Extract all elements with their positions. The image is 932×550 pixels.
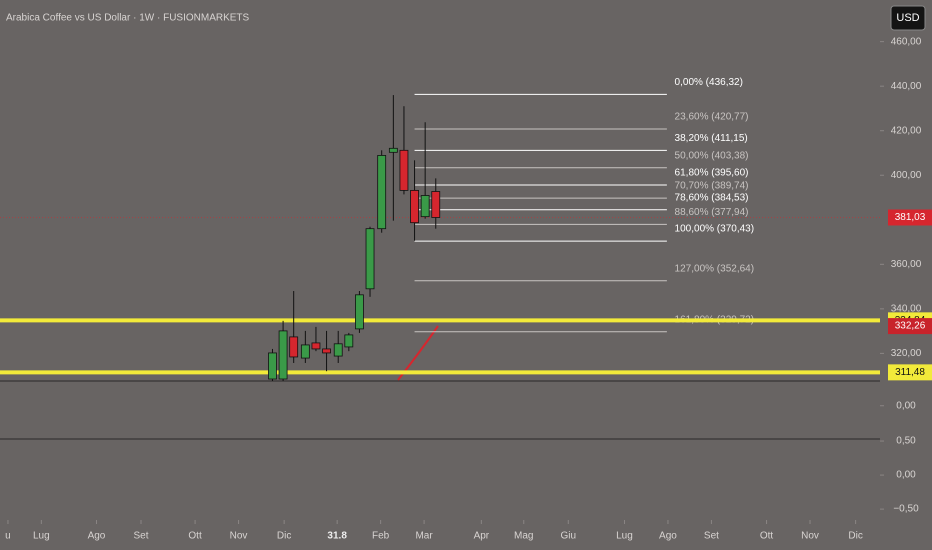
candle-body xyxy=(278,330,288,380)
candle-body xyxy=(377,155,387,230)
chart-title: Arabica Coffee vs US Dollar · 1W · FUSIO… xyxy=(6,13,250,24)
fib-label: 88,60% (377,94) xyxy=(675,207,749,218)
y-tick-label: −0,50 xyxy=(893,504,919,515)
x-tick-label: Ott xyxy=(188,531,202,542)
y-tick-label: 360,00 xyxy=(891,259,922,270)
y-tick-label: 0,50 xyxy=(896,436,916,447)
y-tick-label: 440,00 xyxy=(891,81,922,92)
x-tick-label: Nov xyxy=(230,531,248,542)
x-tick-label: Lug xyxy=(616,531,633,542)
fib-label: 38,20% (411,15) xyxy=(675,133,748,144)
x-tick-label: Ago xyxy=(88,531,106,542)
currency-button[interactable] xyxy=(890,5,926,31)
x-tick-label: Mar xyxy=(415,531,433,542)
price-label: 381,03 xyxy=(895,212,926,223)
price-label: 311,48 xyxy=(895,367,925,378)
x-tick-label: Feb xyxy=(372,531,390,542)
fib-label: 78,60% (384,53) xyxy=(675,192,749,203)
fib-label: 70,70% (389,74) xyxy=(675,181,749,192)
candle-body xyxy=(344,334,354,348)
fib-label: 61,80% (395,60) xyxy=(675,168,749,179)
candle-body xyxy=(268,352,277,380)
candle-body xyxy=(420,195,430,218)
y-tick-label: 320,00 xyxy=(891,348,922,359)
y-tick-label: 0,00 xyxy=(896,400,916,411)
fib-label: 23,60% (420,77) xyxy=(675,112,749,123)
candle-body xyxy=(410,189,419,224)
x-tick-label: Mag xyxy=(514,531,533,542)
x-tick-label: Apr xyxy=(474,531,490,542)
candle-body xyxy=(300,344,310,359)
candle-body xyxy=(399,149,409,191)
candle-body xyxy=(311,342,321,350)
x-tick-label: Nov xyxy=(801,531,819,542)
candle-body xyxy=(333,343,343,357)
fib-label: 50,00% (403,38) xyxy=(675,150,749,161)
candle-body xyxy=(388,147,398,153)
price-label-box xyxy=(888,364,932,381)
y-tick-label: 400,00 xyxy=(891,170,922,181)
x-tick-label: Giu xyxy=(561,531,577,542)
price-label: 332,26 xyxy=(895,321,926,332)
price-label-box xyxy=(888,318,932,335)
x-tick-label: Set xyxy=(704,531,719,542)
x-tick-label: 31.8 xyxy=(327,531,347,542)
fib-label: 100,00% (370,43) xyxy=(675,224,755,235)
candle-body xyxy=(322,348,331,354)
x-tick-label: Dic xyxy=(277,531,291,542)
x-tick-label: u xyxy=(5,531,11,542)
y-tick-label: 340,00 xyxy=(891,303,922,314)
indicator-curve xyxy=(397,325,439,381)
candle-body xyxy=(365,228,375,290)
x-tick-label: Set xyxy=(134,531,149,542)
fib-label: 127,00% (352,64) xyxy=(675,263,755,274)
x-tick-label: Ago xyxy=(659,531,677,542)
candle-body xyxy=(289,336,299,358)
candle-body xyxy=(355,294,364,330)
fib-label: 0,00% (436,32) xyxy=(675,77,743,88)
currency-label: USD xyxy=(896,12,919,24)
x-tick-label: Lug xyxy=(33,531,50,542)
price-label-box xyxy=(888,209,932,226)
y-tick-label: 460,00 xyxy=(891,36,922,47)
y-tick-label: 0,00 xyxy=(896,470,916,481)
x-tick-label: Ott xyxy=(760,531,774,542)
candle-body xyxy=(431,191,441,218)
x-tick-label: Dic xyxy=(848,531,862,542)
y-tick-label: 420,00 xyxy=(891,125,922,136)
